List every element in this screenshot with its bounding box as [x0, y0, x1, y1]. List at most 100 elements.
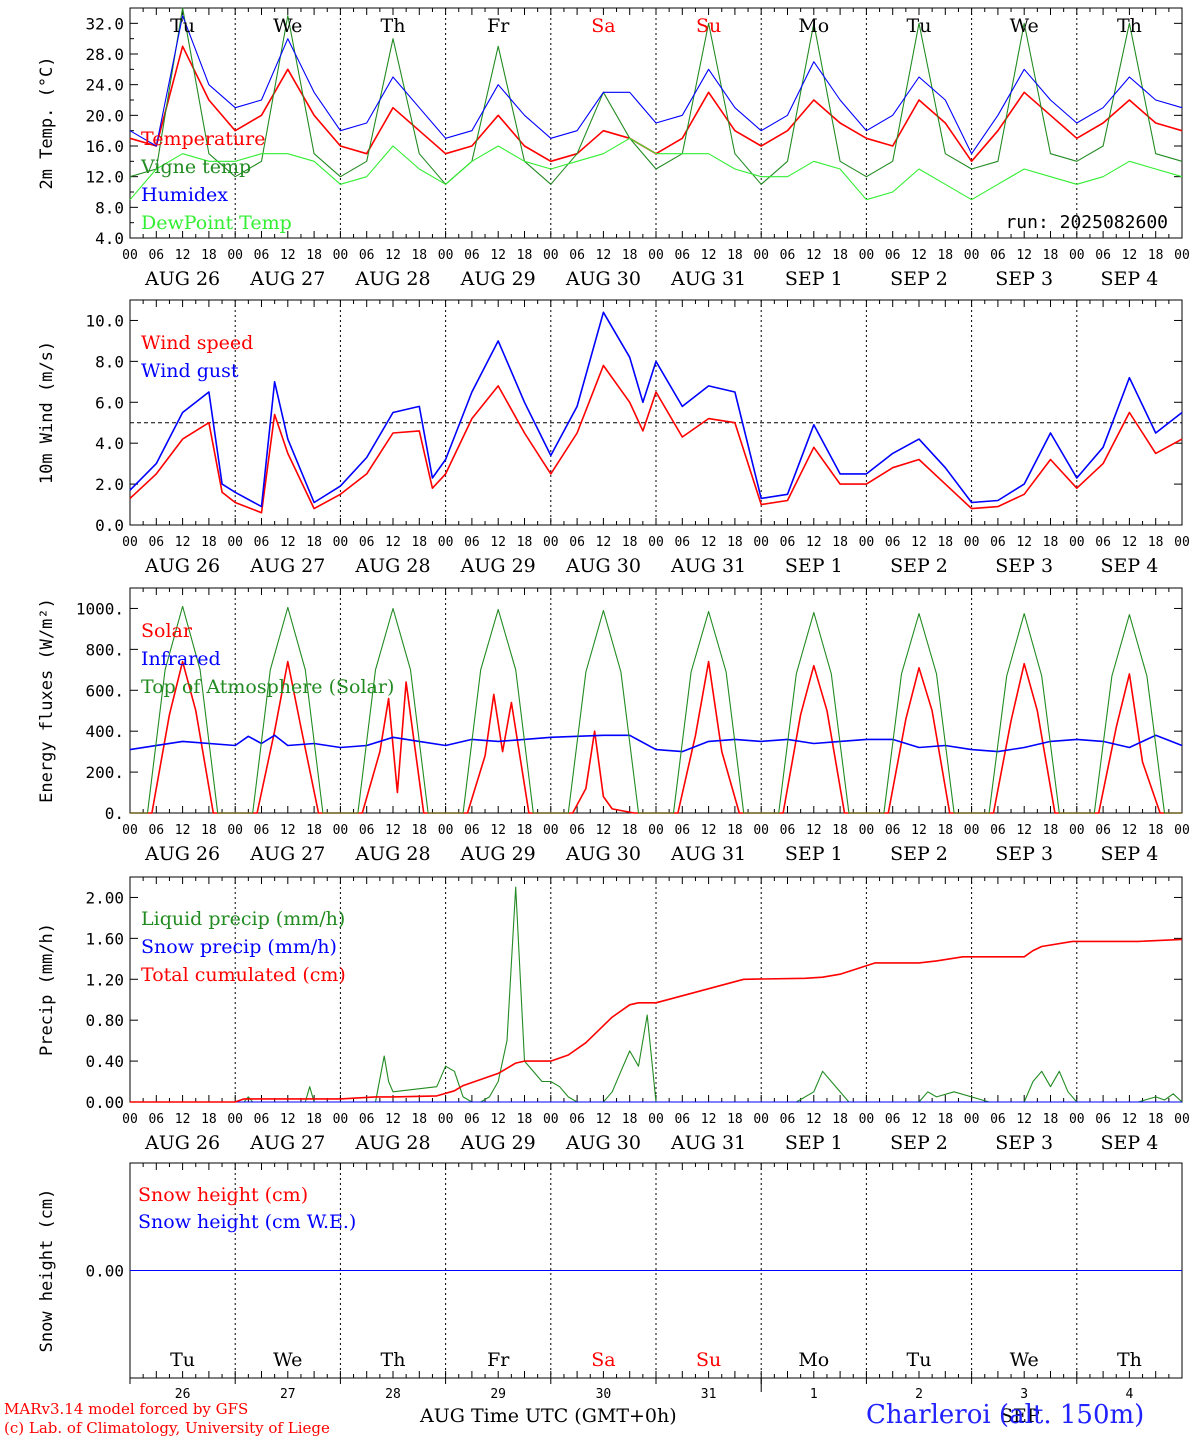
legend-entry: Humidex: [141, 184, 228, 206]
x-hour-label: 12: [1122, 1112, 1138, 1127]
legend-entry: Wind speed: [141, 332, 253, 354]
y-axis-label: 10m Wind (m/s): [37, 341, 57, 484]
x-date-label: SEP 1: [785, 1132, 843, 1154]
legend-entry: Temperature: [141, 128, 265, 150]
day-number-label: 28: [385, 1387, 401, 1402]
x-hour-label: 12: [701, 248, 717, 263]
x-hour-label: 06: [254, 535, 270, 550]
x-hour-label: 06: [1095, 248, 1111, 263]
x-hour-label: 12: [1016, 535, 1032, 550]
y-tick-label: 20.0: [85, 106, 124, 125]
x-hour-label: 00: [122, 535, 138, 550]
x-hour-label: 06: [1095, 1112, 1111, 1127]
x-hour-label: 06: [885, 1112, 901, 1127]
weekday-label: We: [273, 1349, 302, 1371]
x-hour-label: 12: [596, 248, 612, 263]
day-number-label: 2: [915, 1387, 923, 1402]
x-hour-label: 18: [832, 1112, 848, 1127]
x-date-label: SEP 4: [1100, 268, 1158, 290]
x-hour-label: 00: [438, 823, 454, 838]
legend-entry: Snow height (cm W.E.): [138, 1211, 356, 1233]
weekday-label: Th: [381, 15, 406, 37]
x-hour-label: 00: [1174, 535, 1190, 550]
x-date-label: AUG 26: [144, 843, 220, 865]
y-tick-label: 400.: [85, 722, 124, 741]
x-hour-label: 00: [543, 535, 559, 550]
x-hour-label: 18: [1043, 823, 1059, 838]
x-hour-label: 18: [727, 248, 743, 263]
x-hour-label: 06: [148, 1112, 164, 1127]
x-date-label: AUG 28: [354, 268, 430, 290]
y-tick-label: 0.00: [85, 1093, 124, 1112]
x-hour-label: 18: [832, 823, 848, 838]
credit-line-lab: (c) Lab. of Climatology, University of L…: [4, 1419, 330, 1437]
x-hour-label: 12: [1016, 248, 1032, 263]
text-layer: 4.08.012.016.020.024.028.032.02m Temp. (…: [37, 14, 1190, 1402]
x-hour-label: 12: [280, 823, 296, 838]
x-hour-label: 18: [727, 823, 743, 838]
x-hour-label: 00: [227, 823, 243, 838]
x-hour-label: 00: [333, 535, 349, 550]
x-hour-label: 00: [753, 1112, 769, 1127]
y-tick-label: 24.0: [85, 76, 124, 95]
x-hour-label: 00: [648, 248, 664, 263]
x-hour-label: 06: [990, 535, 1006, 550]
x-hour-label: 00: [333, 1112, 349, 1127]
day-number-label: 30: [596, 1387, 612, 1402]
x-hour-label: 12: [175, 248, 191, 263]
weekday-label: We: [1010, 1349, 1039, 1371]
day-number-label: 31: [701, 1387, 717, 1402]
x-hour-label: 00: [122, 1112, 138, 1127]
y-tick-label: 2.00: [85, 888, 124, 907]
x-hour-label: 00: [859, 535, 875, 550]
y-tick-label: 2.0: [95, 475, 124, 494]
series-line: [129, 734, 1183, 753]
x-date-label: AUG 30: [565, 555, 641, 577]
x-hour-label: 12: [701, 823, 717, 838]
x-hour-label: 12: [596, 535, 612, 550]
x-date-label: AUG 26: [144, 555, 220, 577]
x-hour-label: 18: [937, 1112, 953, 1127]
x-date-label: AUG 29: [460, 555, 536, 577]
series-line: [130, 886, 1183, 1103]
y-axis-label: Precip (mm/h): [37, 923, 57, 1056]
x-hour-label: 12: [385, 1112, 401, 1127]
x-hour-label: 00: [1069, 823, 1085, 838]
x-hour-label: 00: [859, 1112, 875, 1127]
x-hour-label: 12: [1122, 248, 1138, 263]
x-hour-label: 12: [806, 248, 822, 263]
x-hour-label: 18: [201, 248, 217, 263]
x-hour-label: 06: [148, 535, 164, 550]
y-tick-label: 32.0: [85, 14, 124, 33]
x-hour-label: 12: [911, 535, 927, 550]
x-hour-label: 06: [148, 823, 164, 838]
x-date-label: AUG 29: [460, 843, 536, 865]
x-hour-label: 00: [1174, 823, 1190, 838]
x-hour-label: 12: [280, 535, 296, 550]
x-date-label: SEP 4: [1100, 1132, 1158, 1154]
x-hour-label: 06: [674, 248, 690, 263]
x-hour-label: 00: [1174, 248, 1190, 263]
x-date-label: AUG 27: [249, 1132, 325, 1154]
x-hour-label: 18: [832, 535, 848, 550]
weekday-label: We: [1010, 15, 1039, 37]
weekday-label: Th: [1117, 1349, 1142, 1371]
x-hour-label: 06: [464, 823, 480, 838]
day-number-label: 26: [175, 1387, 191, 1402]
legend-entry: Solar: [141, 620, 193, 642]
x-hour-label: 00: [438, 535, 454, 550]
x-date-label: AUG 31: [670, 843, 746, 865]
x-hour-label: 06: [990, 248, 1006, 263]
x-hour-label: 18: [411, 248, 427, 263]
x-date-label: AUG 30: [565, 268, 641, 290]
x-hour-label: 06: [569, 1112, 585, 1127]
series-line: [130, 938, 1183, 1103]
x-hour-label: 12: [596, 1112, 612, 1127]
x-hour-label: 18: [622, 1112, 638, 1127]
x-hour-label: 06: [780, 535, 796, 550]
x-hour-label: 18: [1043, 1112, 1059, 1127]
x-hour-label: 06: [780, 1112, 796, 1127]
x-axis-title: AUG Time UTC (GMT+0h): [420, 1405, 677, 1427]
model-credit: MARv3.14 model forced by GFS (c) Lab. of…: [4, 1400, 330, 1438]
